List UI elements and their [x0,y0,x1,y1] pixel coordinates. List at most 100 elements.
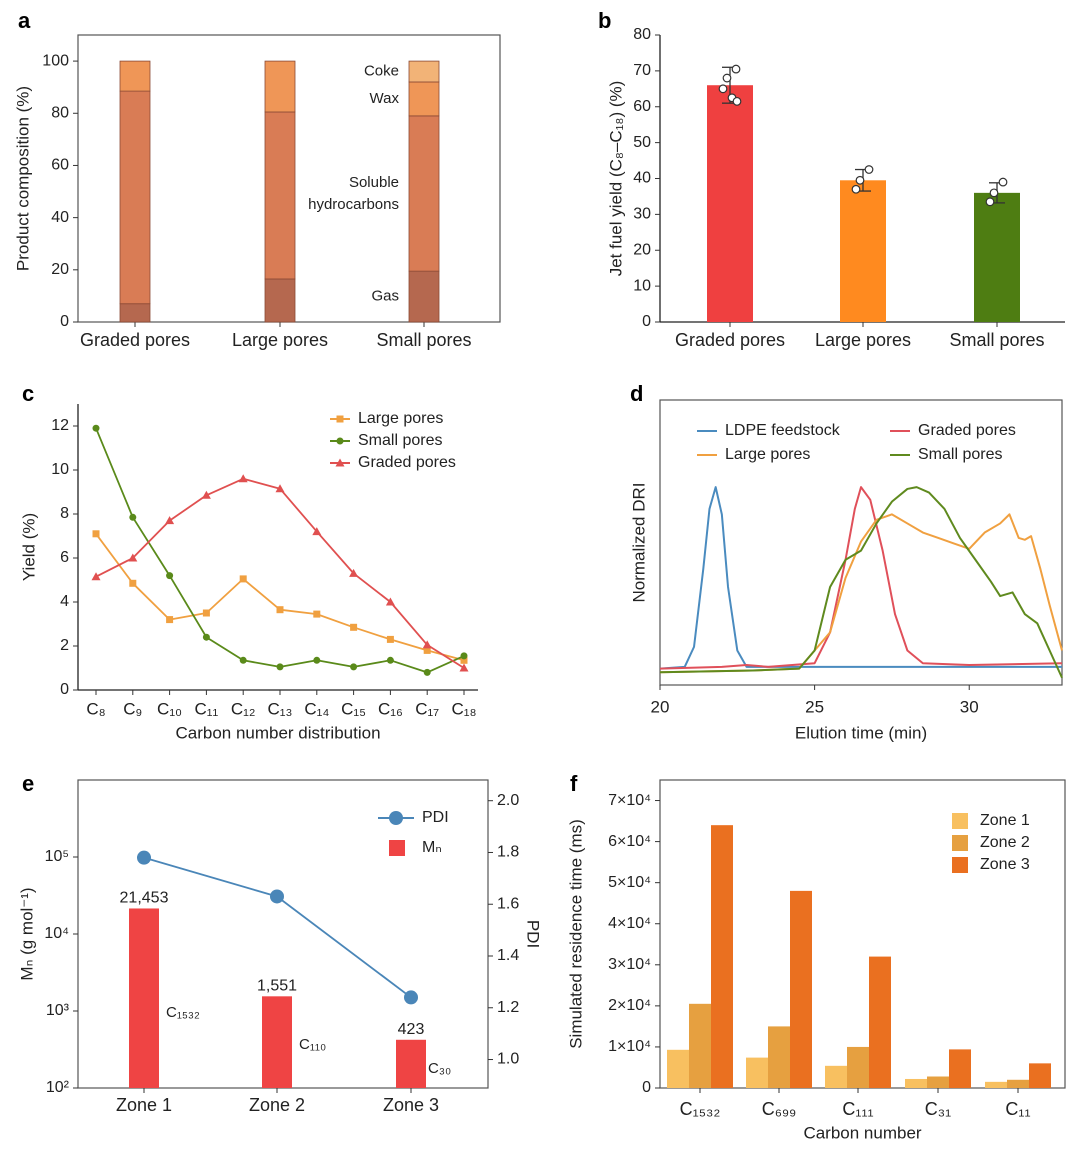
y-tick-label: 10³ [46,1002,70,1019]
y2-tick-label: 1.6 [497,895,519,912]
x-tick-label: C₃₁ [925,1099,951,1119]
marker [91,572,101,581]
bar [768,1026,790,1088]
legend-label: Zone 1 [980,812,1030,829]
y2-tick-label: 1.2 [497,999,519,1016]
bar-segment [119,90,151,305]
x-tick-label: C₉ [123,699,142,718]
bar [1029,1063,1051,1088]
x-tick-label: C₁₁ [1005,1099,1030,1119]
marker [239,575,247,583]
legend-label: Graded pores [918,422,1016,439]
bar [711,825,733,1088]
x-tick-label: 30 [960,697,979,716]
series-line [659,486,1063,670]
y-tick-label: 8 [60,505,69,522]
series-line [659,513,1063,674]
y2-tick-label: 1.4 [497,947,519,964]
bar-segment [264,111,296,280]
y-tick-label: 70 [633,62,651,79]
legend-marker [389,811,403,825]
marker [350,663,358,671]
annotation: C₁₁₀ [299,1036,326,1053]
y-tick-label: 5×10⁴ [608,874,651,891]
marker [350,623,358,631]
x-tick-label: Large pores [232,330,328,350]
legend-label: Zone 2 [980,834,1030,851]
marker [422,640,432,649]
x-tick-label: C₁₇ [415,699,439,718]
marker [386,656,394,664]
marker [313,656,321,664]
y-tick-label: 10 [633,277,651,294]
marker [423,668,431,676]
marker [386,635,394,643]
marker [129,513,137,521]
legend-label: Large pores [725,446,810,463]
panel-label: a [18,8,31,33]
marker [166,572,174,580]
x-tick-label: C₁₈ [451,699,476,718]
marker [276,606,284,614]
bar-segment [408,115,440,272]
segment-label-box: Soluble hydrocarbons [308,174,399,213]
x-tick-label: 25 [805,697,824,716]
data-point [864,165,874,174]
marker [275,484,285,493]
marker [201,490,211,499]
legend-label: Zone 3 [980,856,1030,873]
marker [92,424,100,432]
bar-segment [119,303,151,323]
bar-segment [408,81,440,117]
data-point [732,96,742,106]
series-line [143,856,412,999]
x-tick-label: C₁₄ [304,699,329,718]
bar [1007,1079,1029,1088]
panel-label: e [22,771,34,796]
panel-label: c [22,381,34,406]
data-point [985,197,995,207]
marker [313,610,321,618]
y-tick-label: 3×10⁴ [608,956,651,973]
x-tick-label: C₁₆ [378,699,403,718]
x-tick-label: Small pores [949,330,1044,350]
bar-segment [408,60,440,83]
y-tick-label: 60 [51,157,69,174]
bar-segment [264,278,296,323]
x-axis-label: Carbon number distribution [175,723,380,742]
y-tick-label: 12 [51,417,69,434]
marker [128,553,138,562]
marker [202,633,210,641]
marker [92,530,100,538]
y-tick-label: 10 [51,461,69,478]
bar [869,956,891,1088]
legend-marker [335,458,345,467]
x-tick-label: C₈ [86,699,105,718]
legend-swatch [952,835,968,851]
y-tick-label: 4 [60,593,69,610]
data-point [851,184,861,194]
legend-label: Mₙ [422,839,442,856]
data-point [998,177,1008,187]
x-axis-label: Carbon number [803,1123,921,1142]
y-tick-label: 80 [633,26,651,43]
panel-label: b [598,8,611,33]
y-tick-label: 0 [60,313,69,330]
legend-label: Small pores [358,432,442,449]
segment-label: Gas [371,288,399,305]
marker [239,656,247,664]
legend-marker [336,415,344,423]
x-tick-label: Graded pores [675,330,785,350]
y-tick-label: 10⁴ [44,925,69,942]
panel-label: d [630,381,643,406]
x-tick-label: Large pores [815,330,911,350]
x-tick-label: C₁₅₃₂ [680,1099,721,1119]
legend-label: LDPE feedstock [725,422,841,439]
x-tick-label: C₁₅ [341,699,366,718]
marker [165,516,175,525]
y-tick-label: 30 [633,206,651,223]
data-point [722,73,732,83]
legend-swatch [389,840,405,856]
y-axis-label: Mₙ (g mol⁻¹) [17,887,36,980]
data-point [731,64,741,74]
